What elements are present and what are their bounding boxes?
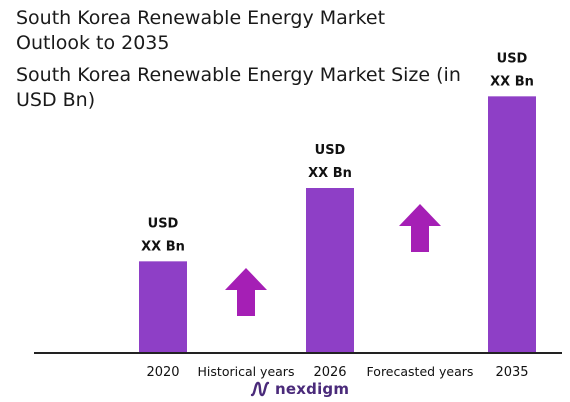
nexdigm-wave-icon [250,381,270,397]
x-tick-label-2020: 2020 [146,365,179,380]
brand-logo: nexdigm [250,378,349,400]
value-label-2020-line-1: USD [148,216,179,231]
value-label-2035-line-1: USD [497,51,528,66]
chart-title: South Korea Renewable Energy Market Outl… [16,7,386,54]
bars-group [139,96,536,353]
up-arrow-icon [399,204,441,252]
value-label-2020-line-2: XX Bn [141,239,185,254]
trend-arrows-group [225,204,441,316]
period-label-2: Forecasted years [367,364,474,379]
bar-2035 [488,96,536,353]
x-tick-label-2035: 2035 [495,365,528,380]
value-label-2035-line-2: XX Bn [490,74,534,89]
x-tick-label-2026: 2026 [313,365,346,380]
bar-2020 [139,261,187,353]
bar-2026 [306,188,354,353]
value-label-2026-line-1: USD [315,143,346,158]
up-arrow-icon [225,268,267,316]
period-label-1: Historical years [198,364,295,379]
logo-text: nexdigm [275,380,350,398]
chart-subtitle: South Korea Renewable Energy Market Size… [16,64,461,111]
value-label-2026-line-2: XX Bn [308,166,352,181]
labels-group: USD XX Bn 2020 USD XX Bn 2026 USD XX Bn 2035 Hist… [141,51,534,380]
